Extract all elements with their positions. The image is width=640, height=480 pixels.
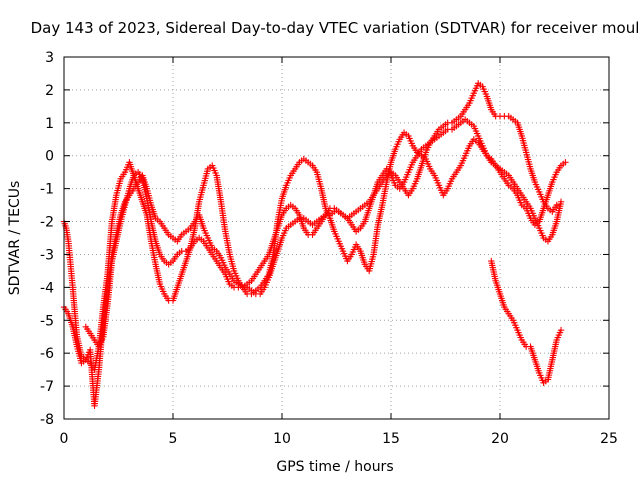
y-tick-label: -8 — [40, 412, 54, 428]
y-tick-label: -7 — [40, 379, 54, 395]
data-points — [60, 80, 569, 410]
chart-title: Day 143 of 2023, Sidereal Day-to-day VTE… — [31, 19, 640, 37]
x-tick-label: 10 — [273, 431, 291, 447]
y-tick-label: 1 — [45, 116, 54, 132]
y-tick-label: -1 — [40, 182, 54, 198]
y-tick-label: -4 — [40, 280, 54, 296]
y-tick-label: 0 — [45, 149, 54, 165]
x-tick-label: 0 — [60, 431, 69, 447]
y-tick-label: 2 — [45, 83, 54, 99]
y-tick-label: -2 — [40, 215, 54, 231]
data-point — [562, 159, 569, 166]
y-tick-label: -5 — [40, 313, 54, 329]
x-axis-label: GPS time / hours — [276, 459, 393, 475]
x-tick-label: 25 — [600, 431, 618, 447]
y-tick-label: 3 — [45, 50, 54, 66]
x-tick-label: 15 — [382, 431, 400, 447]
data-point — [557, 198, 565, 205]
axis-ticks: 0 5 10 15 20 25 -8 -7 -6 -5 -4 -3 -2 -1 0 1 2 3 — [40, 50, 618, 447]
x-tick-label: 20 — [491, 431, 509, 447]
y-tick-label: -6 — [40, 346, 54, 362]
plot-frame — [63, 56, 610, 420]
data-point — [557, 326, 565, 334]
data-point — [553, 201, 560, 209]
y-tick-label: -3 — [40, 247, 54, 263]
y-axis-label: SDTVAR / TECUs — [7, 181, 23, 296]
x-tick-label: 5 — [169, 431, 178, 447]
